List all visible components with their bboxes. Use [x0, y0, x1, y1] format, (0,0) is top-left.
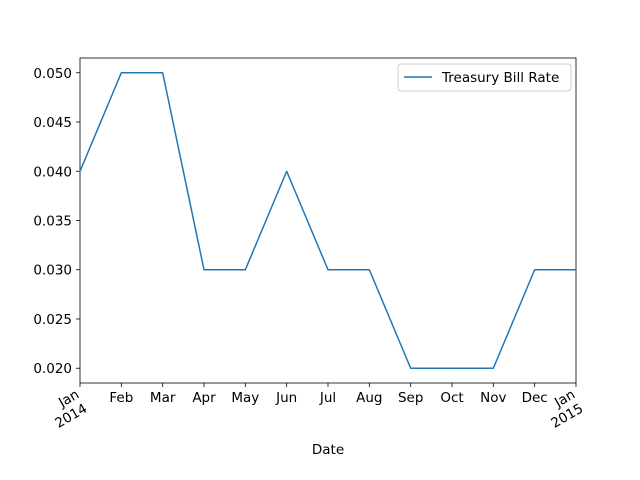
series-line-treasury-bill-rate [79, 72, 577, 369]
x-axis-title: Date [312, 442, 344, 458]
x-tick-label: Nov [480, 390, 506, 406]
legend-frame [397, 63, 572, 92]
y-tick-label: 0.020 [33, 361, 72, 377]
axes-frame [79, 57, 577, 384]
x-tick-label: Jun [275, 390, 297, 406]
legend: Treasury Bill Rate [397, 63, 572, 92]
x-tick-label: Feb [109, 390, 133, 406]
x-axis: Jan2014 Feb Mar Apr May Jun Jul Aug Sep Oct Nov Dec… [44, 383, 586, 432]
legend-label: Treasury Bill Rate [441, 70, 559, 86]
y-tick-label: 0.040 [33, 164, 72, 180]
y-tick-label: 0.030 [33, 263, 72, 279]
x-tick-label: Jul [319, 390, 336, 406]
x-tick-label: Aug [356, 390, 382, 406]
x-tick-label: Jan2014 [44, 387, 90, 432]
y-tick-label: 0.035 [33, 214, 72, 230]
y-tick-label: 0.025 [33, 312, 72, 328]
y-tick-label: 0.050 [33, 66, 72, 82]
plot-area [79, 57, 577, 384]
x-tick-label: May [231, 390, 259, 406]
y-tick-label: 0.045 [33, 115, 72, 131]
x-tick-label: Dec [522, 390, 548, 406]
series-layer [79, 72, 577, 369]
x-tick-label: Mar [150, 390, 176, 406]
y-axis: 0.020 0.025 0.030 0.035 0.040 0.045 0.050 [33, 66, 80, 377]
x-tick-label: Sep [398, 390, 423, 406]
x-tick-label: Apr [192, 390, 216, 406]
x-tick-label: Oct [440, 390, 463, 406]
